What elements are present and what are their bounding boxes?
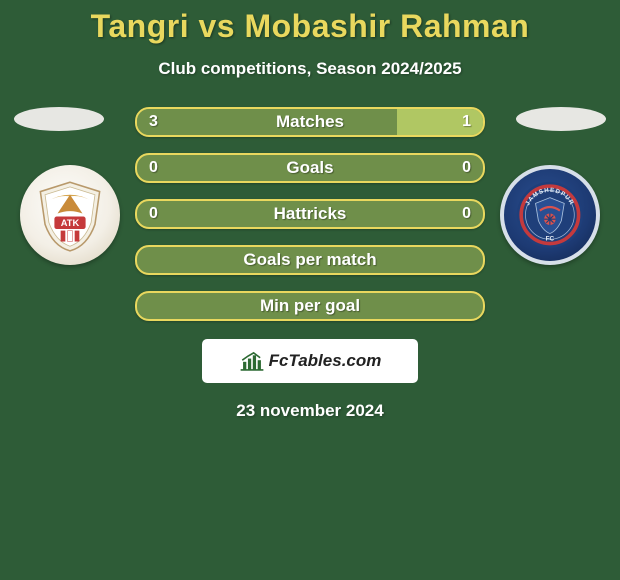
club-badge-left: ATK	[20, 165, 120, 265]
stat-label: Goals	[137, 158, 483, 178]
club-badge-right: JAMSHEDPUR FC	[500, 165, 600, 265]
player-left-ellipse	[14, 107, 104, 131]
content-area: ATK JAMSHEDPUR FC 31Matches 00Goals 00Hatt…	[0, 107, 620, 421]
stat-bar: 00Goals	[135, 153, 485, 183]
stat-bar: Min per goal	[135, 291, 485, 321]
stat-label: Goals per match	[137, 250, 483, 270]
stat-label: Matches	[137, 112, 483, 132]
stat-label: Min per goal	[137, 296, 483, 316]
stat-bar: Goals per match	[135, 245, 485, 275]
chart-icon	[239, 350, 265, 372]
stat-bar: 00Hattricks	[135, 199, 485, 229]
attribution-box: FcTables.com	[202, 339, 418, 383]
player-right-ellipse	[516, 107, 606, 131]
attribution-text: FcTables.com	[269, 351, 382, 371]
stat-bar: 31Matches	[135, 107, 485, 137]
comparison-infographic: Tangri vs Mobashir Rahman Club competiti…	[0, 0, 620, 580]
page-subtitle: Club competitions, Season 2024/2025	[0, 59, 620, 79]
stat-label: Hattricks	[137, 204, 483, 224]
svg-text:FC: FC	[546, 236, 555, 243]
date-text: 23 november 2024	[0, 401, 620, 421]
page-title: Tangri vs Mobashir Rahman	[0, 0, 620, 45]
stat-bars: 31Matches 00Goals 00Hattricks Goals per mat…	[135, 107, 485, 321]
atk-crest-icon: ATK	[31, 176, 109, 254]
svg-text:ATK: ATK	[61, 218, 80, 228]
jamshedpur-crest-icon: JAMSHEDPUR FC	[514, 179, 586, 251]
